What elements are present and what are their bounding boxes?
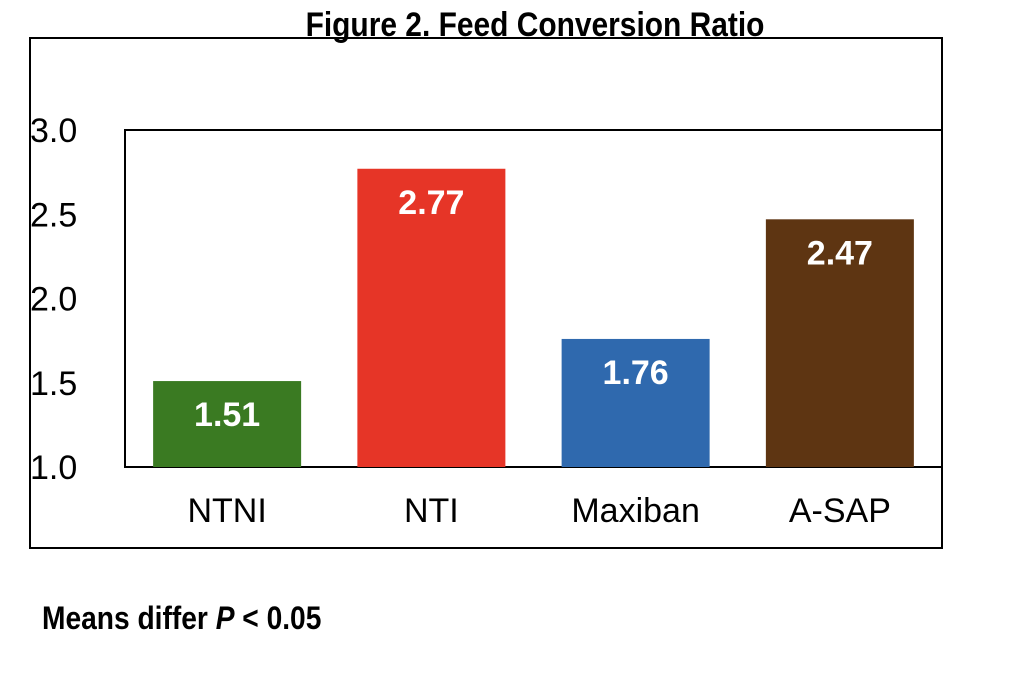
bar-value-label: 2.47 [807, 234, 873, 272]
y-tick-label: 1.5 [30, 365, 77, 403]
x-category-label: NTNI [187, 492, 266, 530]
x-category-label: NTI [404, 492, 459, 530]
footnote-suffix: < 0.05 [234, 600, 322, 636]
bar-value-label: 1.76 [603, 354, 669, 392]
bar-value-label: 2.77 [398, 184, 464, 222]
x-category-label: Maxiban [571, 492, 700, 530]
y-tick-label: 1.0 [30, 449, 77, 487]
footnote-p-symbol: P [215, 600, 235, 636]
x-category-label: A-SAP [789, 492, 891, 530]
significance-footnote: Means differ P < 0.05 [42, 600, 321, 637]
plot-area [124, 129, 943, 468]
bar-maxiban [561, 338, 710, 467]
y-tick-label: 3.0 [30, 112, 77, 150]
bar-a-sap [765, 219, 914, 467]
y-tick-label: 2.0 [30, 281, 77, 319]
footnote-prefix: Means differ [42, 600, 216, 636]
bar-value-label: 1.51 [194, 396, 260, 434]
bar-ntni [153, 381, 302, 467]
y-tick-label: 2.5 [30, 196, 77, 234]
bar-nti [357, 168, 506, 467]
chart-title: Figure 2. Feed Conversion Ratio [305, 6, 765, 44]
